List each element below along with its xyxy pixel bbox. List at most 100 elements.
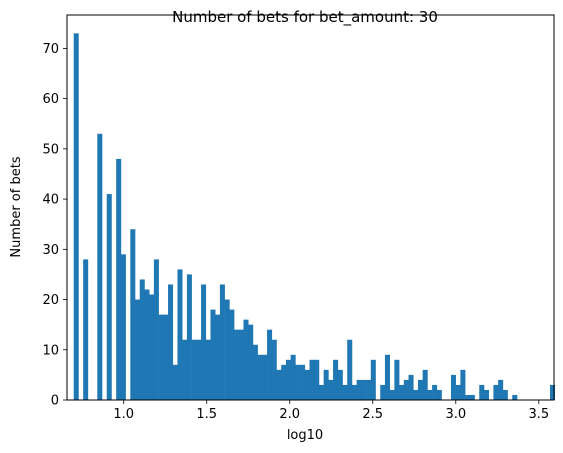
histogram-bar xyxy=(417,379,423,400)
histogram-bar xyxy=(97,133,103,400)
histogram-bar xyxy=(177,269,183,400)
histogram-bar xyxy=(191,339,197,400)
histogram-bar xyxy=(342,384,348,400)
y-tick-label: 50 xyxy=(42,142,59,157)
histogram-bar xyxy=(408,374,414,400)
histogram-bar xyxy=(361,379,367,400)
histogram-bar xyxy=(252,344,258,400)
histogram-bar xyxy=(285,359,291,400)
histogram-bar xyxy=(389,389,395,400)
histogram-bar xyxy=(300,364,306,400)
histogram-bar xyxy=(328,379,334,400)
histogram-bar xyxy=(304,369,310,400)
histogram-bar xyxy=(333,359,339,400)
histogram-bar xyxy=(276,369,282,400)
histogram-bar xyxy=(455,384,461,400)
y-tick-label: 40 xyxy=(42,193,59,208)
histogram-bar xyxy=(224,299,230,400)
histogram-bar xyxy=(248,324,254,400)
histogram-bar xyxy=(498,379,504,400)
x-tick-label: 2.0 xyxy=(279,407,300,422)
histogram-bar xyxy=(290,354,296,400)
x-tick-label: 3.0 xyxy=(445,407,466,422)
histogram-bar xyxy=(399,384,405,400)
histogram-bar xyxy=(186,274,192,400)
histogram-bar xyxy=(139,279,145,400)
histogram-bar xyxy=(469,394,475,400)
histogram-bar xyxy=(295,364,301,400)
histogram-bar xyxy=(135,299,141,400)
histogram-bar xyxy=(347,339,353,400)
histogram-bar xyxy=(380,384,386,400)
x-tick-label: 1.0 xyxy=(113,407,134,422)
y-tick-label: 60 xyxy=(42,92,59,107)
histogram-bar xyxy=(309,359,315,400)
histogram-bar xyxy=(229,309,235,400)
histogram-bar xyxy=(366,379,372,400)
y-tick-label: 70 xyxy=(42,42,59,57)
histogram-bar xyxy=(163,314,169,400)
histogram-bar xyxy=(427,389,433,400)
histogram-bar xyxy=(144,289,150,400)
histogram-bar xyxy=(234,329,240,400)
histogram-bar xyxy=(436,389,442,400)
histogram-bar xyxy=(403,379,409,400)
histogram-bar xyxy=(318,384,324,400)
histogram-bar xyxy=(243,319,249,400)
histogram-bar xyxy=(351,384,357,400)
histogram-bar xyxy=(215,314,221,400)
x-tick-label: 3.5 xyxy=(528,407,549,422)
histogram-bar xyxy=(158,314,164,400)
histogram-bar xyxy=(502,389,508,400)
histogram-bar xyxy=(413,389,419,400)
histogram-bar xyxy=(479,384,485,400)
x-tick-label: 2.5 xyxy=(362,407,383,422)
histogram-bar xyxy=(257,354,263,400)
histogram-bar xyxy=(238,329,244,400)
histogram-bar xyxy=(483,389,489,400)
histogram-bar xyxy=(182,339,188,400)
histogram-bar xyxy=(106,194,112,400)
x-axis: 1.0 1.5 2.0 2.5 3.0 3.5 xyxy=(113,400,549,422)
histogram-bar xyxy=(460,369,466,400)
histogram-bar xyxy=(73,33,79,400)
histogram-bar xyxy=(281,364,287,400)
histogram-bar xyxy=(116,158,122,400)
histogram-bar xyxy=(422,369,428,400)
histogram-bar xyxy=(337,369,343,400)
histogram-bar xyxy=(130,229,136,400)
histogram-bar xyxy=(512,394,518,400)
y-tick-label: 20 xyxy=(42,293,59,308)
histogram-bar xyxy=(168,284,174,400)
x-tick-label: 1.5 xyxy=(196,407,217,422)
plot-frame xyxy=(66,14,555,401)
histogram-bar xyxy=(549,384,556,400)
histogram-bar xyxy=(210,309,216,400)
y-axis: 0 10 20 30 40 50 60 70 xyxy=(42,42,67,409)
histogram-bar xyxy=(196,339,202,400)
bars-group xyxy=(73,33,556,400)
histogram-bar xyxy=(201,284,207,400)
y-tick-label: 0 xyxy=(51,394,59,409)
histogram-bar xyxy=(370,359,376,400)
x-axis-label: log10 xyxy=(287,428,323,443)
y-axis-label: Number of bets xyxy=(9,156,24,257)
histogram-bar xyxy=(262,354,268,400)
histogram-bar xyxy=(271,339,277,400)
histogram-bar xyxy=(172,364,178,400)
histogram-bar xyxy=(153,259,159,400)
histogram-bar xyxy=(120,254,126,400)
histogram-bar xyxy=(205,339,211,400)
histogram-bar xyxy=(432,384,438,400)
histogram-bar xyxy=(394,359,400,400)
histogram-bar xyxy=(267,329,273,400)
histogram-bar xyxy=(450,374,456,400)
histogram-bar xyxy=(83,259,89,400)
histogram-bar xyxy=(219,284,225,400)
chart-title: Number of bets for bet_amount: 30 xyxy=(172,8,438,27)
histogram-bar xyxy=(384,354,390,400)
histogram-bar xyxy=(465,394,471,400)
histogram-bar xyxy=(493,384,499,400)
histogram-bar xyxy=(149,294,155,400)
